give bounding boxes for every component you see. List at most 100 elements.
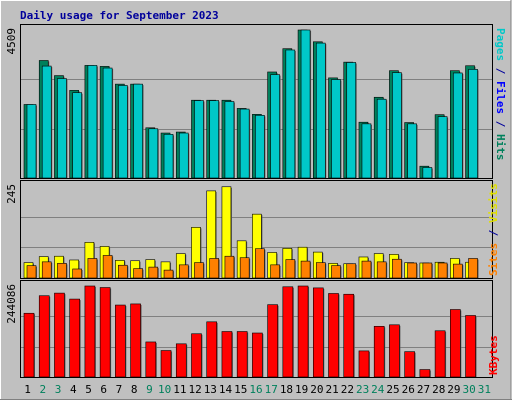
bar-visits-sites-sites-9 <box>148 266 159 279</box>
bar-visits-sites-sites-1 <box>26 265 37 279</box>
bar-kbytes-kbytes-8 <box>130 303 141 378</box>
chart-title: Daily usage for September 2023 <box>20 9 219 22</box>
bar-kbytes-kbytes-17 <box>267 304 278 378</box>
bar-visits-sites-sites-3 <box>57 263 67 279</box>
legend-files: Files <box>494 81 507 114</box>
x-tick-label-31: 31 <box>478 383 491 396</box>
x-tick-label-18: 18 <box>280 383 293 396</box>
x-tick-label-15: 15 <box>234 383 247 396</box>
bar-pages-files-hits-files-7 <box>118 85 128 179</box>
bar-pages-files-hits-files-19 <box>300 29 311 179</box>
bar-visits-sites-sites-30 <box>468 258 478 279</box>
legend-kbytes-text: KBytes <box>487 335 500 375</box>
x-tick-label-29: 29 <box>447 383 460 396</box>
panel-frame-visits-sites <box>20 180 493 279</box>
bar-kbytes-kbytes-26 <box>404 351 415 378</box>
bar-kbytes-kbytes-15 <box>236 331 248 378</box>
bar-visits-sites-sites-26 <box>407 262 417 279</box>
bar-pages-files-hits-files-26 <box>407 123 417 179</box>
bar-pages-files-hits-files-27 <box>422 167 433 179</box>
bar-visits-sites-sites-12 <box>194 262 204 279</box>
x-tick-label-16: 16 <box>249 383 262 396</box>
bar-kbytes-kbytes-7 <box>115 304 126 378</box>
legend-visits: Visits <box>487 183 500 223</box>
bar-pages-files-hits-files-6 <box>102 67 113 179</box>
x-tick-label-22: 22 <box>341 383 354 396</box>
x-tick-label-7: 7 <box>116 383 123 396</box>
bar-visits-sites-sites-23 <box>361 260 372 279</box>
bar-pages-files-hits-files-22 <box>346 62 357 179</box>
x-tick-label-2: 2 <box>40 383 47 396</box>
legend-pages: Pages <box>494 28 507 61</box>
legend-sites: Sites <box>487 243 500 276</box>
bar-visits-sites-sites-29 <box>453 263 463 279</box>
bar-visits-sites-sites-10 <box>163 269 174 279</box>
bar-pages-files-hits-files-24 <box>376 98 387 179</box>
bar-visits-sites-sites-6 <box>102 255 113 279</box>
x-tick-label-27: 27 <box>417 383 430 396</box>
bar-pages-files-hits-files-12 <box>194 100 204 179</box>
bar-visits-sites-sites-11 <box>178 264 189 279</box>
bar-pages-files-hits-files-25 <box>392 72 402 179</box>
x-tick-label-5: 5 <box>85 383 92 396</box>
bar-pages-files-hits-files-8 <box>133 83 143 179</box>
bar-kbytes-kbytes-16 <box>252 332 263 378</box>
bar-visits-sites-sites-16 <box>255 248 265 279</box>
bar-visits-sites-sites-4 <box>72 268 82 279</box>
panel-frame-pages-files-hits <box>20 24 493 179</box>
bar-kbytes-kbytes-2 <box>38 295 50 378</box>
bar-pages-files-hits-files-1 <box>26 104 37 179</box>
x-tick-label-24: 24 <box>371 383 385 396</box>
bar-pages-files-hits-files-23 <box>361 123 372 179</box>
bar-pages-files-hits-files-3 <box>57 78 67 179</box>
bar-pages-files-hits-files-29 <box>453 72 463 179</box>
bar-visits-sites-sites-8 <box>133 268 143 279</box>
x-tick-label-14: 14 <box>219 383 233 396</box>
bar-visits-sites-sites-25 <box>392 258 402 279</box>
legend-visits-sites: Sites / Visits <box>487 183 500 276</box>
bar-pages-files-hits-files-20 <box>315 42 326 179</box>
x-tick-label-10: 10 <box>158 383 171 396</box>
legend-sep-2: / <box>494 114 507 134</box>
x-tick-label-9: 9 <box>146 383 153 396</box>
legend-pages-files-hits: Pages / Files / Hits <box>494 28 507 161</box>
x-tick-label-6: 6 <box>100 383 107 396</box>
x-tick-label-12: 12 <box>188 383 201 396</box>
bar-pages-files-hits-files-28 <box>437 116 448 179</box>
bar-visits-sites-sites-14 <box>224 255 235 279</box>
x-tick-label-20: 20 <box>310 383 323 396</box>
x-tick-label-28: 28 <box>432 383 445 396</box>
bar-kbytes-kbytes-28 <box>434 330 446 378</box>
bar-visits-sites-sites-19 <box>300 260 311 279</box>
bar-visits-sites-sites-21 <box>331 265 341 279</box>
bar-kbytes-kbytes-23 <box>358 350 370 378</box>
bar-pages-files-hits-files-16 <box>255 115 265 179</box>
bars-layer <box>23 29 479 378</box>
bar-kbytes-kbytes-1 <box>23 312 35 378</box>
bar-kbytes-kbytes-3 <box>54 292 65 378</box>
bar-pages-files-hits-files-14 <box>224 101 235 179</box>
ymax-label-visits-sites: 245 <box>5 184 18 204</box>
x-tick-label-26: 26 <box>402 383 415 396</box>
bar-visits-sites-sites-28 <box>437 262 448 279</box>
x-tick-label-4: 4 <box>70 383 77 396</box>
x-tick-label-11: 11 <box>173 383 186 396</box>
bar-kbytes-kbytes-14 <box>221 331 233 378</box>
bar-kbytes-kbytes-20 <box>312 287 324 378</box>
bar-kbytes-kbytes-12 <box>191 333 202 378</box>
bar-kbytes-kbytes-22 <box>343 293 355 378</box>
x-tick-label-1: 1 <box>24 383 31 396</box>
bar-pages-files-hits-files-9 <box>148 128 159 179</box>
bar-pages-files-hits-files-13 <box>209 100 220 179</box>
legend-sep-3: / <box>487 223 500 243</box>
bar-pages-files-hits-files-10 <box>163 134 174 179</box>
bar-pages-files-hits-files-15 <box>239 108 250 179</box>
bar-kbytes-kbytes-4 <box>69 298 80 378</box>
bar-kbytes-kbytes-24 <box>373 325 385 378</box>
bar-kbytes-kbytes-29 <box>450 309 461 378</box>
panel-frame-kbytes <box>20 280 493 378</box>
legend-kbytes: KBytes <box>487 335 500 375</box>
ymax-label-kbytes: 244086 <box>5 284 18 324</box>
bar-pages-files-hits-files-21 <box>331 79 341 179</box>
